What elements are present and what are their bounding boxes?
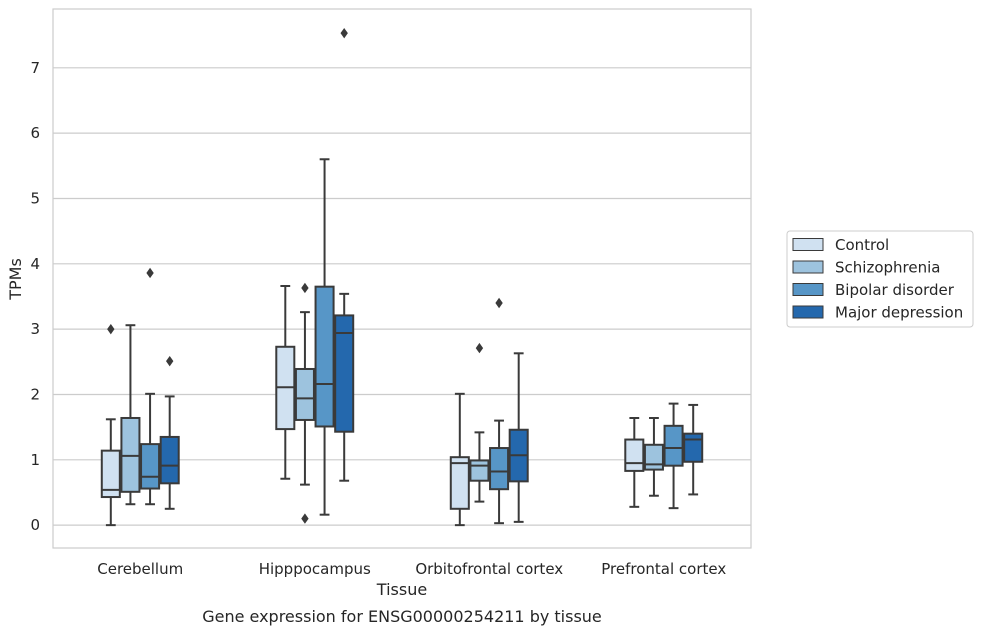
box — [624, 438, 645, 472]
y-tick-label: 7 — [30, 59, 40, 77]
outlier-point — [301, 513, 309, 524]
box — [100, 449, 121, 499]
box — [449, 456, 470, 510]
legend-label: Control — [835, 236, 889, 254]
y-tick-label: 3 — [30, 320, 40, 338]
legend-label: Schizophrenia — [835, 259, 940, 277]
y-axis-label: TPMs — [6, 258, 25, 301]
outlier-point — [166, 355, 174, 367]
legend-swatch — [792, 238, 824, 251]
x-tick-label: Hipppocampus — [259, 560, 371, 578]
box — [643, 443, 664, 471]
box-group — [624, 402, 704, 510]
box-groups — [100, 27, 704, 527]
legend-label: Bipolar disorder — [835, 281, 955, 299]
box — [489, 447, 510, 491]
plot-frame — [52, 8, 752, 549]
box-group — [449, 297, 529, 527]
box — [334, 314, 355, 433]
y-tick-labels: 0 1 2 3 4 5 6 7 — [30, 59, 40, 534]
outlier-point — [340, 27, 348, 39]
box — [140, 443, 161, 490]
legend-swatch — [792, 305, 824, 319]
x-tick-label: Orbitofrontal cortex — [415, 560, 563, 578]
legend: Control Schizophrenia Bipolar disorder Majo… — [786, 230, 974, 328]
y-tick-label: 1 — [30, 451, 40, 469]
y-tick-label: 0 — [30, 516, 40, 534]
legend-label: Major depression — [835, 304, 963, 322]
figure-caption: Gene expression for ENSG00000254211 by t… — [202, 607, 602, 626]
x-axis-label: Tissue — [376, 580, 427, 599]
box — [663, 424, 684, 467]
y-tick-label: 4 — [30, 255, 40, 273]
outlier-point — [301, 282, 309, 294]
box — [469, 459, 490, 482]
y-tick-label: 6 — [30, 124, 40, 142]
y-tick-label: 5 — [30, 189, 40, 207]
box-group — [100, 267, 180, 527]
box-group — [275, 27, 355, 524]
outlier-point — [107, 323, 115, 335]
box — [683, 432, 704, 463]
y-tick-label: 2 — [30, 385, 40, 403]
outlier-point — [475, 342, 484, 354]
legend-frame — [786, 230, 974, 328]
box — [159, 435, 180, 485]
box — [314, 285, 335, 428]
outlier-point — [146, 267, 154, 279]
x-tick-labels: Cerebellum Hipppocampus Orbitofrontal cort… — [97, 560, 726, 578]
legend-swatch — [792, 283, 824, 296]
legend-swatch — [792, 260, 824, 274]
box — [294, 367, 315, 421]
outlier-point — [495, 297, 503, 309]
x-tick-label: Prefrontal cortex — [601, 560, 726, 578]
x-tick-label: Cerebellum — [97, 560, 183, 578]
